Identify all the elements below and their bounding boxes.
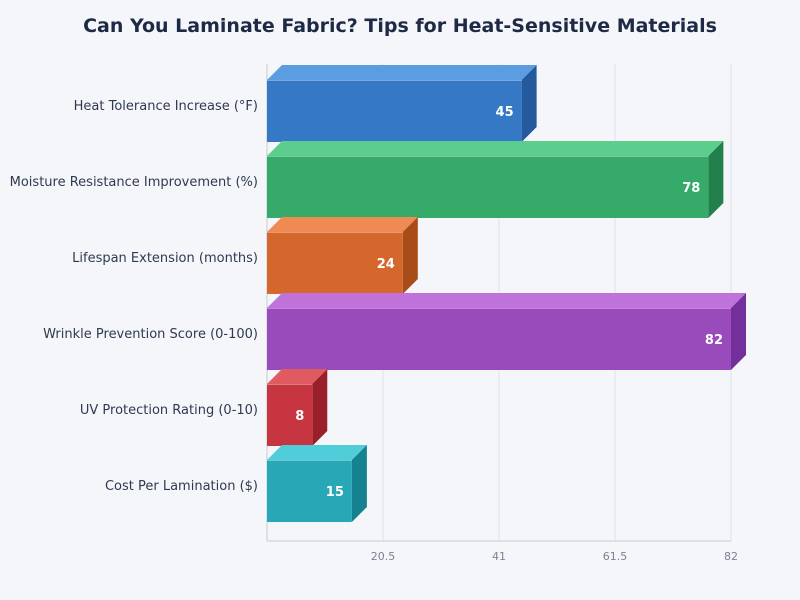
data-label: 82 — [705, 333, 723, 348]
data-label: 45 — [496, 105, 514, 120]
bar-side-face — [402, 217, 418, 294]
bar — [267, 460, 352, 522]
category-label: Lifespan Extension (months) — [72, 251, 258, 266]
bar-top-face — [267, 369, 328, 384]
bar-side-face — [351, 445, 367, 522]
x-tick-label: 82 — [724, 550, 738, 563]
bar — [267, 156, 709, 218]
x-tick-label: 41 — [492, 550, 506, 563]
bar — [267, 308, 731, 370]
bar-group: 15 — [267, 445, 367, 522]
bar-side-face — [708, 141, 724, 218]
bar-top-face — [267, 293, 746, 308]
chart-title: Can You Laminate Fabric? Tips for Heat-S… — [83, 15, 717, 37]
data-label: 15 — [326, 485, 344, 500]
bar-side-face — [312, 369, 328, 446]
bar — [267, 232, 403, 294]
bar-group: 45 — [267, 65, 537, 142]
bar-top-face — [267, 141, 724, 156]
data-label: 8 — [295, 409, 304, 424]
category-label: Moisture Resistance Improvement (%) — [10, 175, 258, 190]
bar-group: 24 — [267, 217, 418, 294]
category-label: UV Protection Rating (0-10) — [80, 403, 258, 418]
bar-top-face — [267, 65, 537, 80]
category-label: Cost Per Lamination ($) — [105, 479, 258, 494]
bar-group: 8 — [267, 369, 328, 446]
x-tick-label: 61.5 — [603, 550, 628, 563]
bar-group: 82 — [267, 293, 746, 370]
category-label: Wrinkle Prevention Score (0-100) — [43, 327, 258, 342]
bar-top-face — [267, 445, 367, 460]
bar-side-face — [521, 65, 537, 142]
bar-group: 78 — [267, 141, 724, 218]
bar — [267, 384, 313, 446]
x-tick-label: 20.5 — [371, 550, 396, 563]
category-label: Heat Tolerance Increase (°F) — [74, 99, 258, 114]
bar-top-face — [267, 217, 418, 232]
data-label: 78 — [682, 181, 700, 196]
bar-side-face — [731, 293, 746, 370]
bar — [267, 80, 522, 142]
data-label: 24 — [377, 257, 395, 272]
